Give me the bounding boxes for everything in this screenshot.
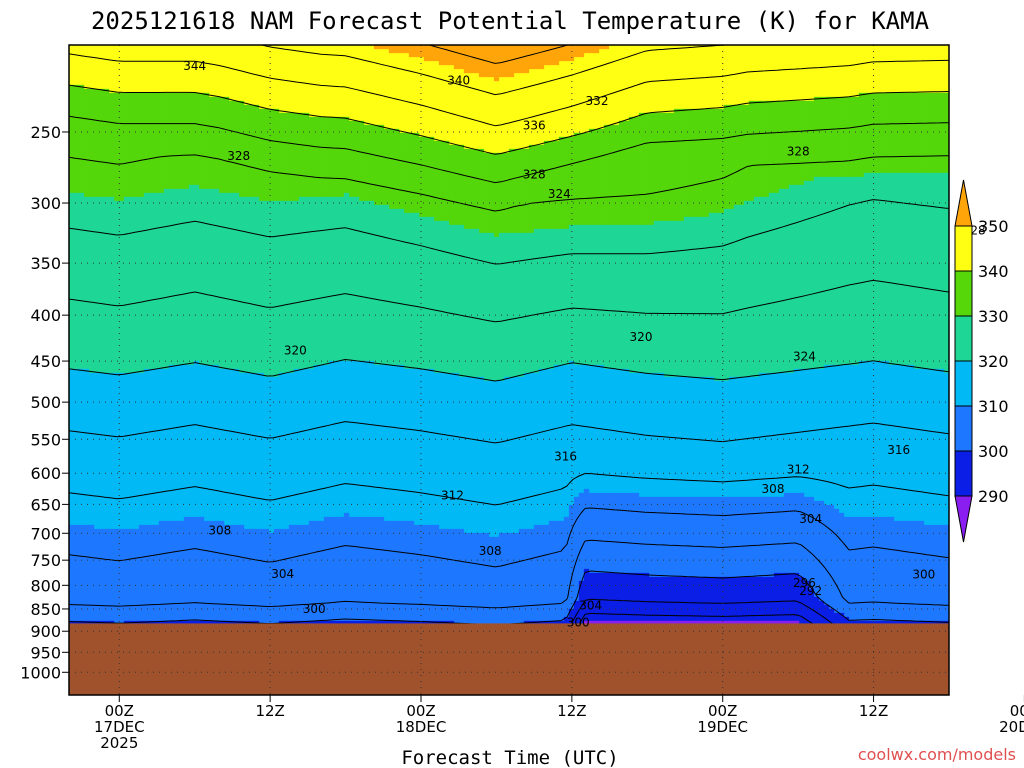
colorbar-label-340: 340 xyxy=(978,262,1009,281)
contour-band-2 xyxy=(69,84,949,238)
y-tick-label-350: 350 xyxy=(30,254,61,273)
contour-label-27: 300 xyxy=(567,615,590,629)
contour-label-1: 340 xyxy=(447,73,470,87)
contour-label-6: 328 xyxy=(787,145,810,159)
contour-label-22: 300 xyxy=(912,567,935,581)
chart-title: 2025121618 NAM Forecast Potential Temper… xyxy=(91,7,930,35)
colorbar-band-310 xyxy=(954,360,973,407)
x-tick-label-48-0: 00Z xyxy=(708,702,737,720)
contour-label-14: 316 xyxy=(887,443,910,457)
contour-line-340 xyxy=(69,84,949,155)
contour-label-23: 296 xyxy=(793,576,816,590)
colorbar-max-triangle xyxy=(954,179,973,227)
contour-label-13: 316 xyxy=(554,450,577,464)
y-tick-label-300: 300 xyxy=(30,194,61,213)
contour-label-11: 324 xyxy=(793,350,816,364)
y-tick-label-600: 600 xyxy=(30,464,61,483)
contour-line-344 xyxy=(69,53,949,127)
ground-fill xyxy=(69,623,949,695)
contour-label-16: 312 xyxy=(441,488,464,502)
y-tick-label-550: 550 xyxy=(30,430,61,449)
x-tick-label-12-0: 12Z xyxy=(255,702,284,720)
contour-label-4: 328 xyxy=(227,149,250,163)
y-tick-label-250: 250 xyxy=(30,123,61,142)
y-tick-label-650: 650 xyxy=(30,495,61,514)
contour-line-324 xyxy=(69,279,949,323)
colorbar-band-300 xyxy=(954,405,973,452)
x-tick-label-72-1: 20DEC xyxy=(999,718,1024,736)
x-axis: 00Z17DEC202512Z00Z18DEC12Z00Z19DEC12Z00Z… xyxy=(94,695,1024,752)
y-axis: 250 300 350 400 450 500 550 600 650 700 750 800 850 9… xyxy=(20,123,69,682)
contour-line-332 xyxy=(69,154,949,212)
contour-line-316 xyxy=(69,421,949,444)
contour-band-0 xyxy=(69,45,949,154)
colorbar-label-330: 330 xyxy=(978,307,1009,326)
y-tick-label-800: 800 xyxy=(30,576,61,595)
contour-fills xyxy=(69,45,949,695)
colorbar-min-triangle xyxy=(954,495,973,543)
plot-frame xyxy=(68,44,950,696)
contour-band-3 xyxy=(69,172,949,382)
contour-label-19: 308 xyxy=(208,523,231,537)
grid-lines xyxy=(69,45,949,695)
contour-label-7: 324 xyxy=(548,187,571,201)
y-tick-label-450: 450 xyxy=(30,352,61,371)
colorbar-band-340 xyxy=(954,225,973,272)
colorbar-label-300: 300 xyxy=(978,442,1009,461)
contour-band-4 xyxy=(69,360,949,538)
contour-label-17: 308 xyxy=(762,482,785,496)
contour-label-3: 336 xyxy=(523,119,546,133)
contour-label-18: 304 xyxy=(799,512,822,526)
x-tick-label-36-0: 12Z xyxy=(557,702,586,720)
y-tick-label-950: 950 xyxy=(30,643,61,662)
colorbar-band-320 xyxy=(954,315,973,362)
colorbar-band-290 xyxy=(954,450,973,497)
colorbar-label-320: 320 xyxy=(978,352,1009,371)
contour-band-1 xyxy=(373,45,610,82)
contour-line-312 xyxy=(69,473,949,506)
y-tick-label-900: 900 xyxy=(30,622,61,641)
contour-label-10: 320 xyxy=(630,330,653,344)
x-tick-label-24-1: 18DEC xyxy=(396,718,447,736)
contour-line-352 xyxy=(429,45,568,64)
x-tick-label-24-0: 00Z xyxy=(406,702,435,720)
y-tick-label-500: 500 xyxy=(30,393,61,412)
contour-label-9: 320 xyxy=(284,344,307,358)
contour-label-5: 328 xyxy=(523,168,546,182)
colorbar-label-290: 290 xyxy=(978,487,1009,506)
contour-label-24: 292 xyxy=(799,584,822,598)
contour-label-25: 304 xyxy=(579,599,602,613)
colorbar-label-350: 350 xyxy=(978,217,1009,236)
y-tick-label-850: 850 xyxy=(30,600,61,619)
y-tick-label-1000: 1000 xyxy=(20,663,61,682)
y-tick-label-400: 400 xyxy=(30,306,61,325)
contour-line-336 xyxy=(69,115,949,184)
x-tick-label-0-0: 00Z xyxy=(105,702,134,720)
y-tick-label-750: 750 xyxy=(30,551,61,570)
x-axis-label: Forecast Time (UTC) xyxy=(401,747,618,768)
colorbar-label-310: 310 xyxy=(978,397,1009,416)
colorbar: 290 300 310 320 330 340 350 xyxy=(954,179,1009,543)
contour-label-21: 304 xyxy=(271,567,294,581)
contour-label-0: 344 xyxy=(183,59,206,73)
x-tick-label-0-1: 17DEC xyxy=(94,718,145,736)
x-tick-label-48-1: 19DEC xyxy=(697,718,748,736)
contour-line-308 xyxy=(69,507,949,568)
contour-line-328 xyxy=(69,199,949,265)
x-tick-label-0-2: 2025 xyxy=(100,734,138,752)
contour-label-2: 332 xyxy=(586,94,609,108)
x-tick-label-72-0: 00Z xyxy=(1010,702,1024,720)
watermark: coolwx.com/models xyxy=(858,745,1016,764)
contour-band-5 xyxy=(69,488,949,626)
y-tick-label-700: 700 xyxy=(30,524,61,543)
x-tick-label-60-0: 12Z xyxy=(859,702,888,720)
contour-label-15: 312 xyxy=(787,462,810,476)
contour-line-304 xyxy=(69,539,949,609)
contour-label-26: 300 xyxy=(303,602,326,616)
contour-label-20: 308 xyxy=(479,544,502,558)
colorbar-band-330 xyxy=(954,270,973,317)
